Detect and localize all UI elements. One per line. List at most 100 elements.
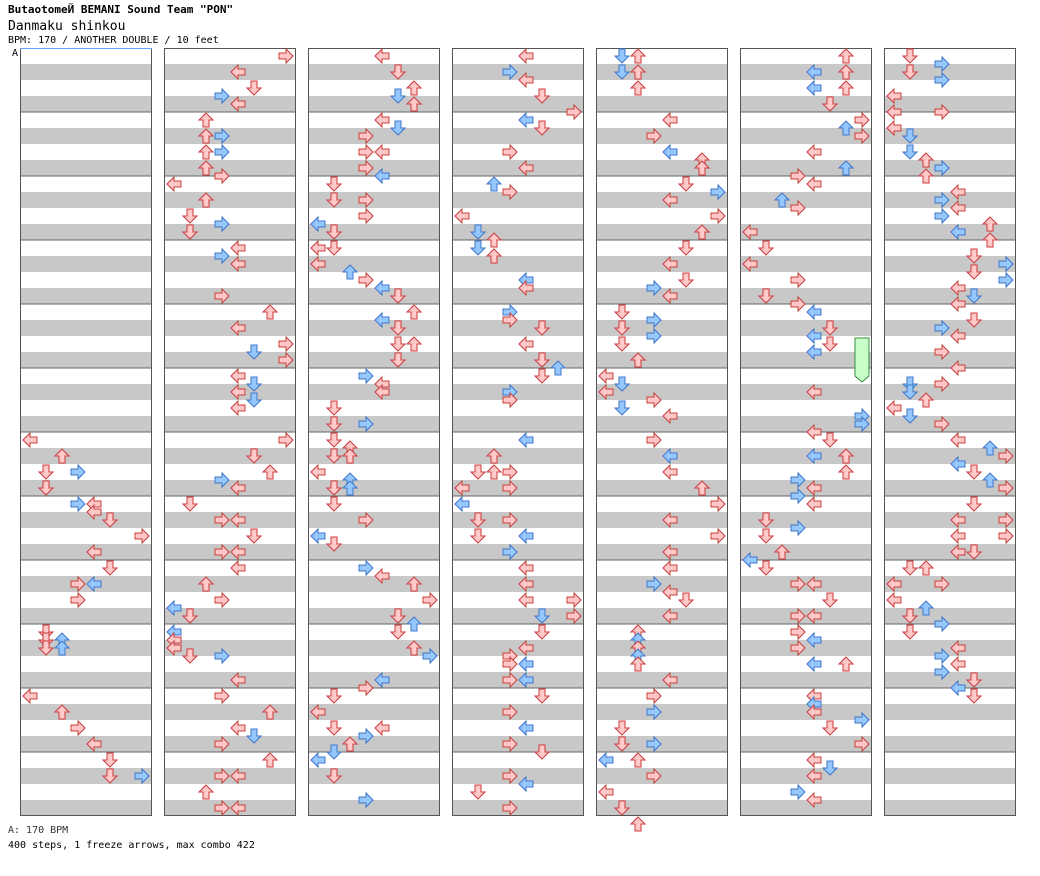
blue-step-arrow xyxy=(613,376,631,392)
blue-step-arrow xyxy=(806,631,822,649)
column-border xyxy=(164,48,296,816)
blue-step-arrow xyxy=(790,519,806,537)
red-step-arrow xyxy=(629,352,647,368)
red-step-arrow xyxy=(821,336,839,352)
red-step-arrow xyxy=(950,199,966,217)
red-step-arrow xyxy=(325,416,343,432)
red-step-arrow xyxy=(533,624,551,640)
blue-step-arrow xyxy=(166,599,182,617)
bpm-legend: A: 170 BPM xyxy=(8,825,69,836)
red-step-arrow xyxy=(261,704,279,720)
blue-step-arrow xyxy=(965,288,983,304)
blue-step-arrow xyxy=(821,760,839,776)
red-step-arrow xyxy=(533,744,551,760)
blue-step-arrow xyxy=(934,207,950,225)
blue-step-arrow xyxy=(981,440,999,456)
blue-step-arrow xyxy=(901,384,919,400)
red-step-arrow xyxy=(374,143,390,161)
column-border xyxy=(308,48,440,816)
blue-step-arrow xyxy=(950,223,966,241)
red-step-arrow xyxy=(230,671,246,689)
red-step-arrow xyxy=(629,48,647,64)
blue-step-arrow xyxy=(901,144,919,160)
blue-step-arrow xyxy=(806,63,822,81)
red-step-arrow xyxy=(806,479,822,497)
red-step-arrow xyxy=(214,287,230,305)
red-step-arrow xyxy=(806,703,822,721)
red-step-arrow xyxy=(86,503,102,521)
red-step-arrow xyxy=(214,735,230,753)
blue-step-arrow xyxy=(790,783,806,801)
red-step-arrow xyxy=(325,224,343,240)
red-step-arrow xyxy=(181,648,199,664)
column-border xyxy=(596,48,728,816)
blue-step-arrow xyxy=(598,751,614,769)
red-step-arrow xyxy=(325,240,343,256)
blue-step-arrow xyxy=(214,471,230,489)
red-step-arrow xyxy=(469,784,487,800)
red-step-arrow xyxy=(790,575,806,593)
red-step-arrow xyxy=(533,88,551,104)
red-step-arrow xyxy=(70,575,86,593)
red-step-arrow xyxy=(806,607,822,625)
red-step-arrow xyxy=(101,560,119,576)
red-step-arrow xyxy=(230,511,246,529)
red-step-arrow xyxy=(662,111,678,129)
blue-step-arrow xyxy=(310,527,326,545)
red-step-arrow xyxy=(837,48,855,64)
red-step-arrow xyxy=(837,464,855,480)
blue-step-arrow xyxy=(998,271,1014,289)
red-step-arrow xyxy=(325,688,343,704)
red-step-arrow xyxy=(502,143,518,161)
red-step-arrow xyxy=(86,543,102,561)
red-step-arrow xyxy=(310,703,326,721)
red-step-arrow xyxy=(502,655,518,673)
red-step-arrow xyxy=(950,655,966,673)
red-step-arrow xyxy=(469,464,487,480)
red-step-arrow xyxy=(374,111,390,129)
blue-step-arrow xyxy=(646,279,662,297)
red-step-arrow xyxy=(837,80,855,96)
red-step-arrow xyxy=(757,240,775,256)
red-step-arrow xyxy=(101,768,119,784)
red-step-arrow xyxy=(518,559,534,577)
red-step-arrow xyxy=(101,512,119,528)
red-step-arrow xyxy=(53,704,71,720)
red-step-arrow xyxy=(790,639,806,657)
freeze-arrow xyxy=(854,337,870,383)
red-step-arrow xyxy=(197,576,215,592)
red-step-arrow xyxy=(533,368,551,384)
red-step-arrow xyxy=(502,735,518,753)
red-step-arrow xyxy=(214,167,230,185)
red-step-arrow xyxy=(646,391,662,409)
chart-column xyxy=(164,48,296,816)
blue-step-arrow xyxy=(374,671,390,689)
red-step-arrow xyxy=(790,271,806,289)
blue-step-arrow xyxy=(341,480,359,496)
red-step-arrow xyxy=(821,592,839,608)
red-step-arrow xyxy=(998,479,1014,497)
red-step-arrow xyxy=(965,544,983,560)
red-step-arrow xyxy=(197,112,215,128)
blue-step-arrow xyxy=(837,120,855,136)
red-step-arrow xyxy=(214,799,230,817)
blue-step-arrow xyxy=(533,608,551,624)
red-step-arrow xyxy=(806,575,822,593)
red-step-arrow xyxy=(566,591,582,609)
red-step-arrow xyxy=(693,480,711,496)
red-step-arrow xyxy=(662,559,678,577)
red-step-arrow xyxy=(310,463,326,481)
red-step-arrow xyxy=(166,639,182,657)
red-step-arrow xyxy=(981,216,999,232)
red-step-arrow xyxy=(358,191,374,209)
red-step-arrow xyxy=(502,799,518,817)
red-step-arrow xyxy=(405,640,423,656)
red-step-arrow xyxy=(710,207,726,225)
blue-step-arrow xyxy=(934,647,950,665)
blue-step-arrow xyxy=(806,655,822,673)
blue-step-arrow xyxy=(662,143,678,161)
red-step-arrow xyxy=(837,64,855,80)
red-step-arrow xyxy=(662,607,678,625)
red-step-arrow xyxy=(325,432,343,448)
red-step-arrow xyxy=(646,127,662,145)
